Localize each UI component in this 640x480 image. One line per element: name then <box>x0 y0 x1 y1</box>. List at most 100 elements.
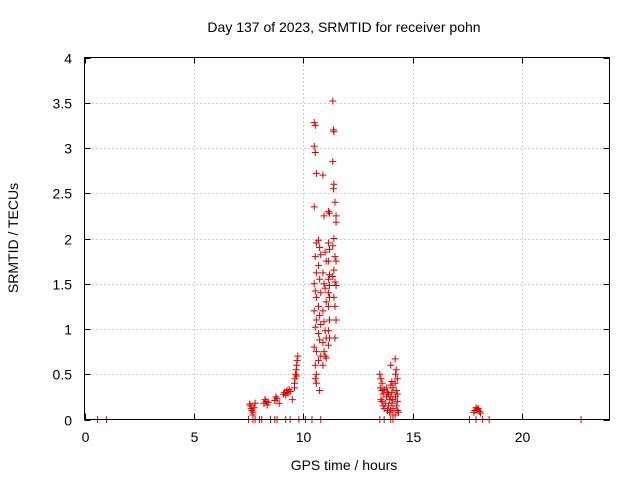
data-point <box>331 253 339 261</box>
data-point <box>329 158 337 166</box>
data-point <box>316 275 324 283</box>
data-point <box>332 218 340 226</box>
data-point <box>311 253 319 261</box>
x-tick-label: 20 <box>515 429 531 445</box>
data-point <box>312 370 320 378</box>
data-point <box>293 357 301 365</box>
data-point <box>391 355 399 363</box>
data-point <box>332 282 340 290</box>
x-tick-label: 15 <box>406 429 422 445</box>
y-tick-label: 3.5 <box>53 96 73 112</box>
data-point <box>324 302 332 310</box>
data-point <box>316 311 324 319</box>
data-point <box>311 149 319 157</box>
data-point <box>392 393 400 401</box>
y-tick-label: 2.5 <box>53 186 73 202</box>
y-tick-label: 4 <box>64 51 72 67</box>
data-point <box>310 280 318 288</box>
data-point <box>324 327 332 335</box>
y-axis: 0 0.5 1 1.5 2 2.5 3 3.5 4 <box>53 51 610 429</box>
data-point <box>331 302 339 310</box>
data-point <box>330 293 338 301</box>
data-point <box>312 348 320 356</box>
data-point <box>312 293 320 301</box>
data-point <box>391 411 399 419</box>
x-tick-label: 5 <box>191 429 199 445</box>
data-point <box>324 239 332 247</box>
data-point <box>392 387 400 395</box>
data-point <box>311 375 319 383</box>
data-point <box>320 348 328 356</box>
data-point <box>330 266 338 274</box>
data-point <box>310 307 318 315</box>
data-point <box>311 121 319 129</box>
data-point <box>321 352 329 360</box>
data-point <box>388 388 396 396</box>
data-point <box>392 366 400 374</box>
data-point <box>326 245 333 253</box>
data-point <box>329 242 337 250</box>
data-point <box>275 399 283 407</box>
data-point <box>378 379 386 387</box>
data-point <box>291 384 298 392</box>
data-point <box>392 370 400 378</box>
data-point <box>387 406 395 414</box>
data-point <box>315 357 323 365</box>
data-point <box>312 316 320 324</box>
data-point <box>249 411 257 419</box>
data-point <box>264 398 272 406</box>
data-point <box>392 402 400 410</box>
y-tick-label: 1 <box>64 322 72 338</box>
data-point <box>322 354 330 362</box>
data-point <box>250 404 258 412</box>
data-point <box>321 248 329 256</box>
data-point <box>316 244 324 252</box>
y-tick-label: 3 <box>64 141 72 157</box>
data-point <box>246 400 254 408</box>
data-point <box>377 396 385 404</box>
data-point <box>320 212 328 220</box>
data-point <box>310 142 318 150</box>
plot-frame <box>84 57 610 420</box>
data-point <box>326 282 333 290</box>
x-axis: 0 5 10 15 20 <box>82 57 531 445</box>
x-axis-label: GPS time / hours <box>291 457 398 473</box>
data-point <box>320 318 328 326</box>
data-point <box>329 273 337 281</box>
data-point <box>320 280 328 288</box>
data-point <box>319 171 327 179</box>
data-point <box>273 395 281 403</box>
data-point <box>293 372 301 380</box>
data-point <box>393 406 401 414</box>
data-point <box>311 287 319 295</box>
data-point <box>311 323 319 331</box>
data-point <box>326 271 333 279</box>
data-point <box>322 298 330 306</box>
data-point <box>319 307 327 315</box>
data-point <box>391 379 399 387</box>
data-point <box>332 212 340 220</box>
data-point <box>286 387 294 395</box>
data-point <box>324 207 332 215</box>
data-point <box>330 235 338 242</box>
data-point <box>319 339 327 347</box>
data-point <box>331 278 339 286</box>
data-point <box>388 377 396 385</box>
chart-title: Day 137 of 2023, SRMTID for receiver poh… <box>207 19 480 35</box>
y-axis-label: SRMTID / TECUs <box>5 183 21 293</box>
data-point <box>288 396 296 404</box>
data-point <box>247 405 255 413</box>
y-tick-label: 2 <box>64 232 72 248</box>
data-point <box>380 405 388 413</box>
data-point <box>315 236 323 244</box>
data-point <box>324 289 332 297</box>
data-point <box>326 209 333 217</box>
data-point <box>312 379 320 387</box>
data-point <box>377 375 385 383</box>
x-tick-label: 10 <box>296 429 312 445</box>
data-point <box>393 397 401 405</box>
data-point <box>330 128 338 136</box>
data-point <box>387 361 395 369</box>
data-point <box>285 386 293 394</box>
